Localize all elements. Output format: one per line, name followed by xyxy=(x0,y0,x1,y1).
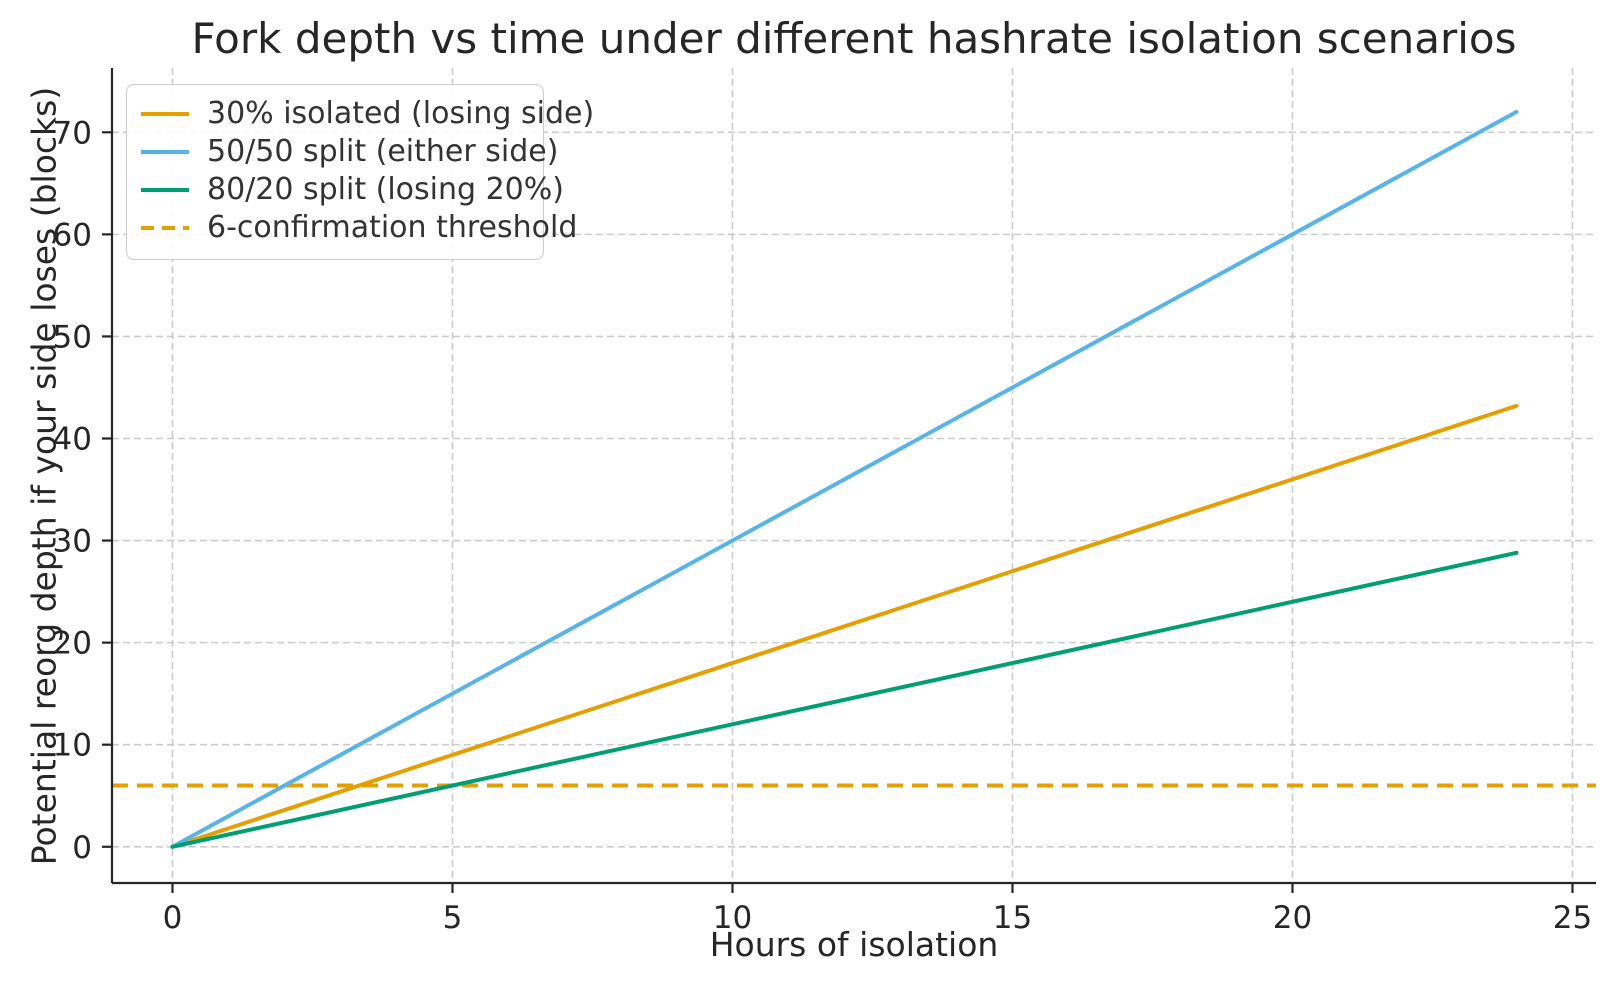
chart-title: Fork depth vs time under different hashr… xyxy=(191,14,1517,63)
y-tick-label-60: 60 xyxy=(53,217,92,253)
series-line-0 xyxy=(170,403,1519,849)
legend-line-swatch xyxy=(141,150,189,154)
x-tick-label-5: 5 xyxy=(443,900,463,936)
y-tick-label-70: 70 xyxy=(53,115,92,151)
legend-label: 50/50 split (either side) xyxy=(207,134,559,169)
y-tick-label-10: 10 xyxy=(53,728,92,764)
legend: 30% isolated (losing side) 50/50 split (e… xyxy=(126,84,594,260)
legend-item-2: 80/20 split (losing 20%) xyxy=(139,171,564,209)
y-tick-label-0: 0 xyxy=(72,830,92,866)
x-tick-label-20: 20 xyxy=(1273,900,1312,936)
legend-item-1: 50/50 split (either side) xyxy=(139,133,558,171)
legend-line-swatch xyxy=(141,112,189,116)
x-tick-label-10: 10 xyxy=(713,900,752,936)
series-line-2 xyxy=(170,550,1519,849)
legend-label: 80/20 split (losing 20%) xyxy=(207,172,564,207)
legend-dashed-line-swatch xyxy=(141,226,189,230)
legend-line-swatch xyxy=(141,188,189,192)
x-tick-label-25: 25 xyxy=(1553,900,1592,936)
legend-item-3: 6-confirmation threshold xyxy=(139,209,577,247)
x-axis-label: Hours of isolation xyxy=(709,925,999,964)
y-axis-label: Potential reorg depth if your side loses… xyxy=(24,86,64,866)
y-tick-label-50: 50 xyxy=(53,319,92,355)
legend-label: 30% isolated (losing side) xyxy=(207,96,595,131)
legend-label: 6-confirmation threshold xyxy=(207,210,578,245)
x-tick-label-15: 15 xyxy=(993,900,1032,936)
series-line-1 xyxy=(170,109,1519,849)
x-tick-label-0: 0 xyxy=(163,900,183,936)
y-tick-label-30: 30 xyxy=(53,524,92,560)
y-tick-label-20: 20 xyxy=(53,626,92,662)
y-tick-label-40: 40 xyxy=(53,422,92,458)
legend-item-0: 30% isolated (losing side) xyxy=(139,95,594,133)
